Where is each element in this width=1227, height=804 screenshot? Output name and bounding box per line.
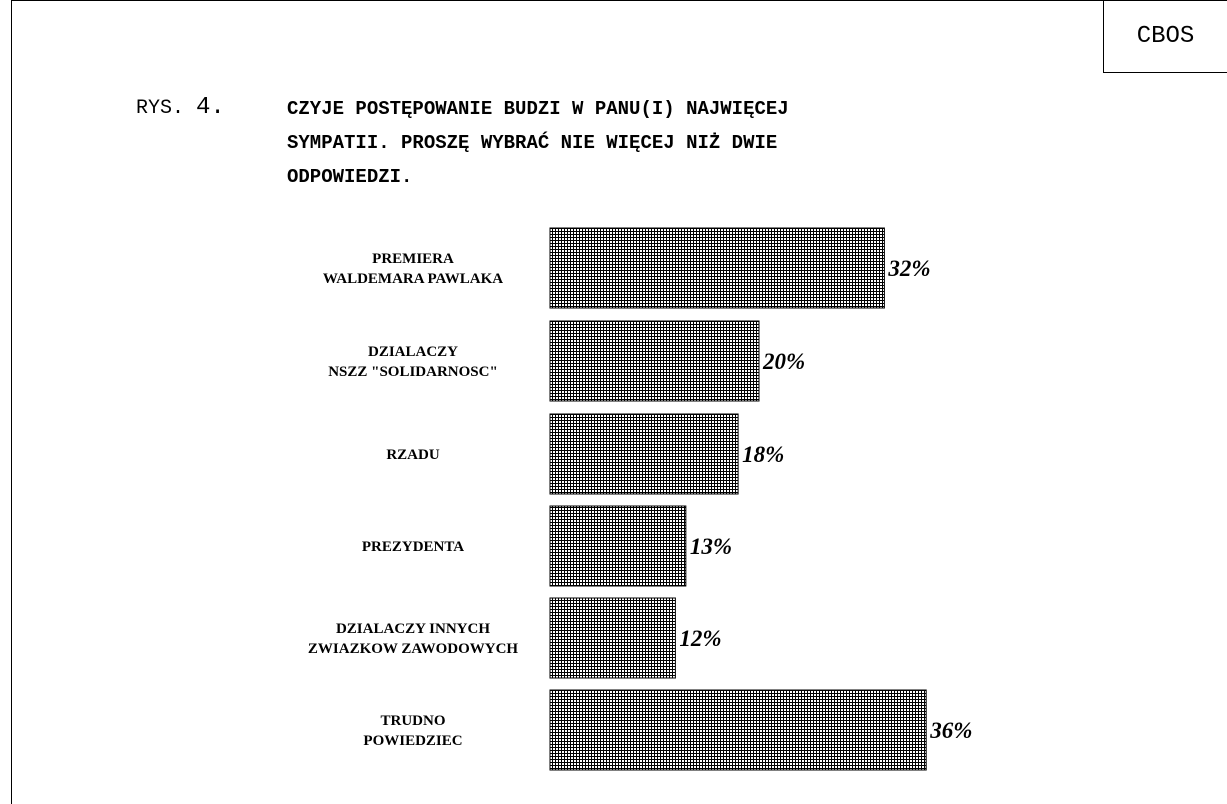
value-label-0: 32% [887,256,930,281]
page-frame [11,0,1227,804]
title-line-1: CZYJE POSTĘPOWANIE BUDZI W PANU(I) NAJWI… [287,98,789,120]
category-label-3-line-0: PREZYDENTA [362,539,464,555]
category-label-5-line-0: TRUDNO [380,713,445,729]
bar-0 [549,227,885,309]
bars-group: 32% PREMIERA WALDEMARA PAWLAKA 20% DZIALACZY… [308,227,972,771]
category-label-5-line-1: POWIEDZIEC [363,733,462,749]
value-label-3: 13% [690,534,732,559]
bar-5 [549,689,927,771]
category-label-1-line-0: DZIALACZY [368,344,458,360]
category-label-4-line-1: ZWIAZKOW ZAWODOWYCH [308,641,519,657]
value-label-5: 36% [929,718,972,743]
brand-label: CBOS [1136,22,1195,50]
bar-3 [549,505,687,587]
bar-2 [549,413,739,495]
value-label-1: 20% [762,349,805,374]
title-line-2: SYMPATII. PROSZĘ WYBRAĆ NIE WIĘCEJ NIŻ D… [287,132,778,154]
title-line-3: ODPOWIEDZI. [287,166,413,188]
category-label-1-line-1: NSZZ "SOLIDARNOSC" [328,364,498,380]
bar-4 [549,597,676,679]
category-label-0-line-0: PREMIERA [372,251,454,267]
value-label-4: 12% [679,626,721,651]
category-label-0-line-1: WALDEMARA PAWLAKA [323,271,503,287]
figure-prefix: RYS. [136,97,185,120]
value-label-2: 18% [742,442,784,467]
figure-number: RYS. 4. [136,94,225,121]
figure-index: 4. [196,94,225,121]
category-label-2-line-0: RZADU [386,447,440,463]
figure-title: CZYJE POSTĘPOWANIE BUDZI W PANU(I) NAJWI… [287,92,1017,194]
brand-box: CBOS [1103,0,1227,73]
category-label-4-line-0: DZIALACZY INNYCH [336,621,490,637]
bar-1 [549,320,760,402]
